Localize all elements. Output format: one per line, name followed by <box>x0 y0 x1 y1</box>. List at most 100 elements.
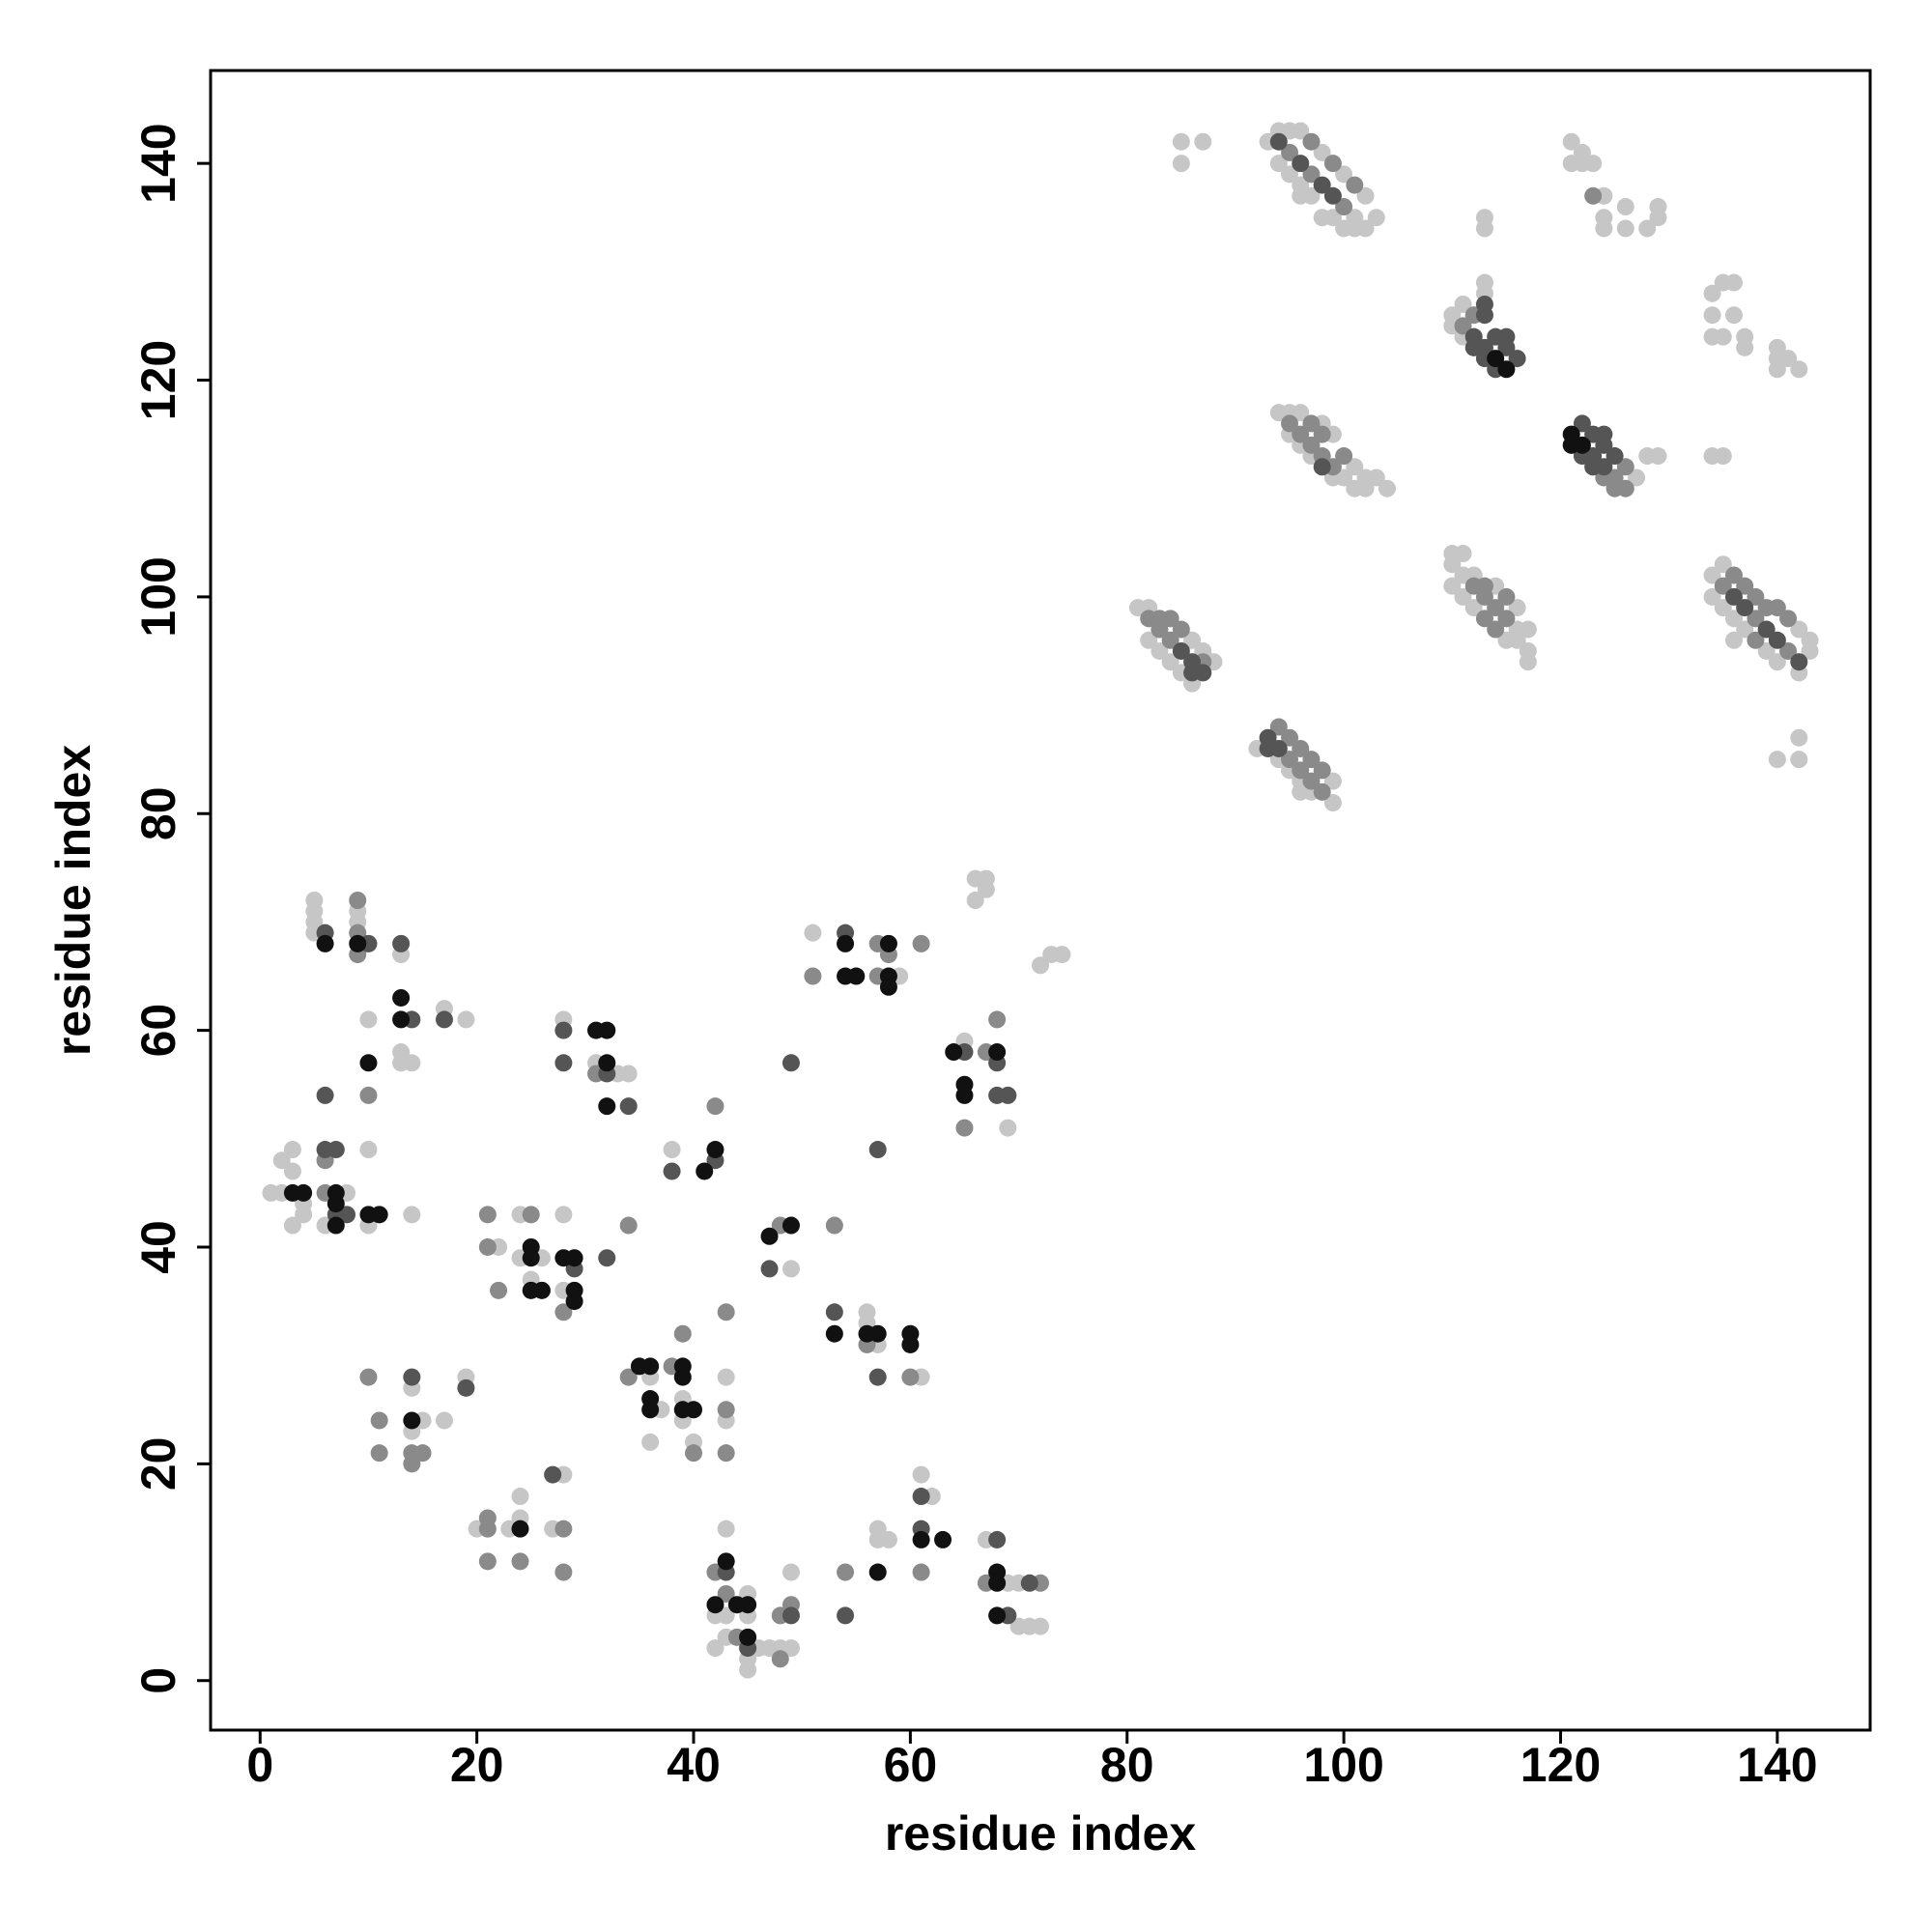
point <box>1649 209 1667 227</box>
point <box>1768 631 1786 649</box>
point <box>1616 198 1634 216</box>
point <box>1454 295 1472 313</box>
point <box>912 1563 930 1581</box>
point <box>1292 739 1310 757</box>
point <box>565 1293 583 1311</box>
point <box>868 1324 887 1343</box>
point <box>1032 956 1049 975</box>
y-tick-label: 100 <box>131 556 185 637</box>
point <box>1714 599 1732 617</box>
point <box>1378 479 1396 497</box>
point <box>1508 599 1526 617</box>
point <box>359 1368 378 1386</box>
point <box>912 1488 930 1506</box>
point <box>1736 577 1754 595</box>
point <box>598 1249 616 1267</box>
point <box>1183 664 1202 682</box>
point <box>1757 620 1776 639</box>
point <box>413 1444 432 1463</box>
point <box>598 1054 616 1072</box>
point <box>868 1141 887 1159</box>
point <box>327 1216 345 1235</box>
point <box>1032 1617 1049 1635</box>
point <box>478 1206 497 1224</box>
point <box>1443 577 1462 595</box>
y-tick-label: 80 <box>131 786 185 840</box>
point <box>554 1303 573 1321</box>
point <box>988 1043 1007 1062</box>
point <box>1497 610 1516 628</box>
point <box>1605 479 1624 497</box>
point <box>685 1444 703 1463</box>
point <box>327 1195 345 1213</box>
point <box>1475 219 1493 238</box>
x-tick-label: 0 <box>246 1738 273 1792</box>
point <box>598 1097 616 1116</box>
point <box>1367 209 1385 227</box>
point <box>1714 327 1732 346</box>
point <box>1259 739 1277 757</box>
point <box>1736 620 1754 639</box>
point <box>1161 610 1179 628</box>
point <box>912 1530 930 1548</box>
point <box>1292 425 1310 443</box>
point <box>1508 350 1526 368</box>
point <box>1584 155 1603 173</box>
point <box>837 1606 855 1625</box>
point <box>1313 458 1331 476</box>
point <box>999 1086 1017 1104</box>
point <box>663 1162 681 1180</box>
point <box>435 1411 453 1430</box>
point <box>1790 620 1808 639</box>
point <box>1194 132 1212 151</box>
point <box>781 1606 800 1625</box>
point <box>403 1054 421 1072</box>
point <box>1281 414 1299 433</box>
point <box>988 1574 1007 1592</box>
point <box>837 1563 855 1581</box>
point <box>295 1206 313 1224</box>
point <box>1768 751 1786 769</box>
point <box>1313 176 1331 194</box>
point <box>739 1596 757 1614</box>
point <box>706 1639 724 1658</box>
point <box>1475 295 1493 313</box>
point <box>879 934 897 952</box>
point <box>847 967 866 985</box>
point <box>1595 219 1613 238</box>
point <box>1724 587 1743 606</box>
point <box>1281 165 1299 184</box>
point <box>1302 436 1321 454</box>
point <box>781 1054 800 1072</box>
point <box>1736 338 1754 356</box>
point <box>804 967 822 985</box>
x-tick-label: 100 <box>1303 1738 1383 1792</box>
point <box>1703 587 1721 606</box>
point <box>478 1520 497 1538</box>
point <box>1638 219 1657 238</box>
point <box>1313 761 1331 780</box>
point <box>1161 653 1179 671</box>
point <box>1323 794 1342 812</box>
point <box>717 1584 735 1603</box>
points-layer <box>262 122 1819 1679</box>
point <box>1292 155 1310 173</box>
point <box>532 1281 551 1299</box>
point <box>403 1411 421 1430</box>
point <box>370 1411 388 1430</box>
point <box>1292 122 1310 140</box>
point <box>781 1260 800 1278</box>
point <box>1724 610 1743 628</box>
point <box>1356 479 1375 497</box>
point <box>717 1303 735 1321</box>
point <box>988 1530 1007 1548</box>
point <box>901 1335 920 1353</box>
point <box>1724 273 1743 292</box>
point <box>1281 143 1299 161</box>
point <box>1183 631 1202 649</box>
x-tick-label: 60 <box>884 1738 938 1792</box>
point <box>1573 414 1591 433</box>
y-tick-label: 60 <box>131 1004 185 1058</box>
x-tick-label: 120 <box>1520 1738 1601 1792</box>
